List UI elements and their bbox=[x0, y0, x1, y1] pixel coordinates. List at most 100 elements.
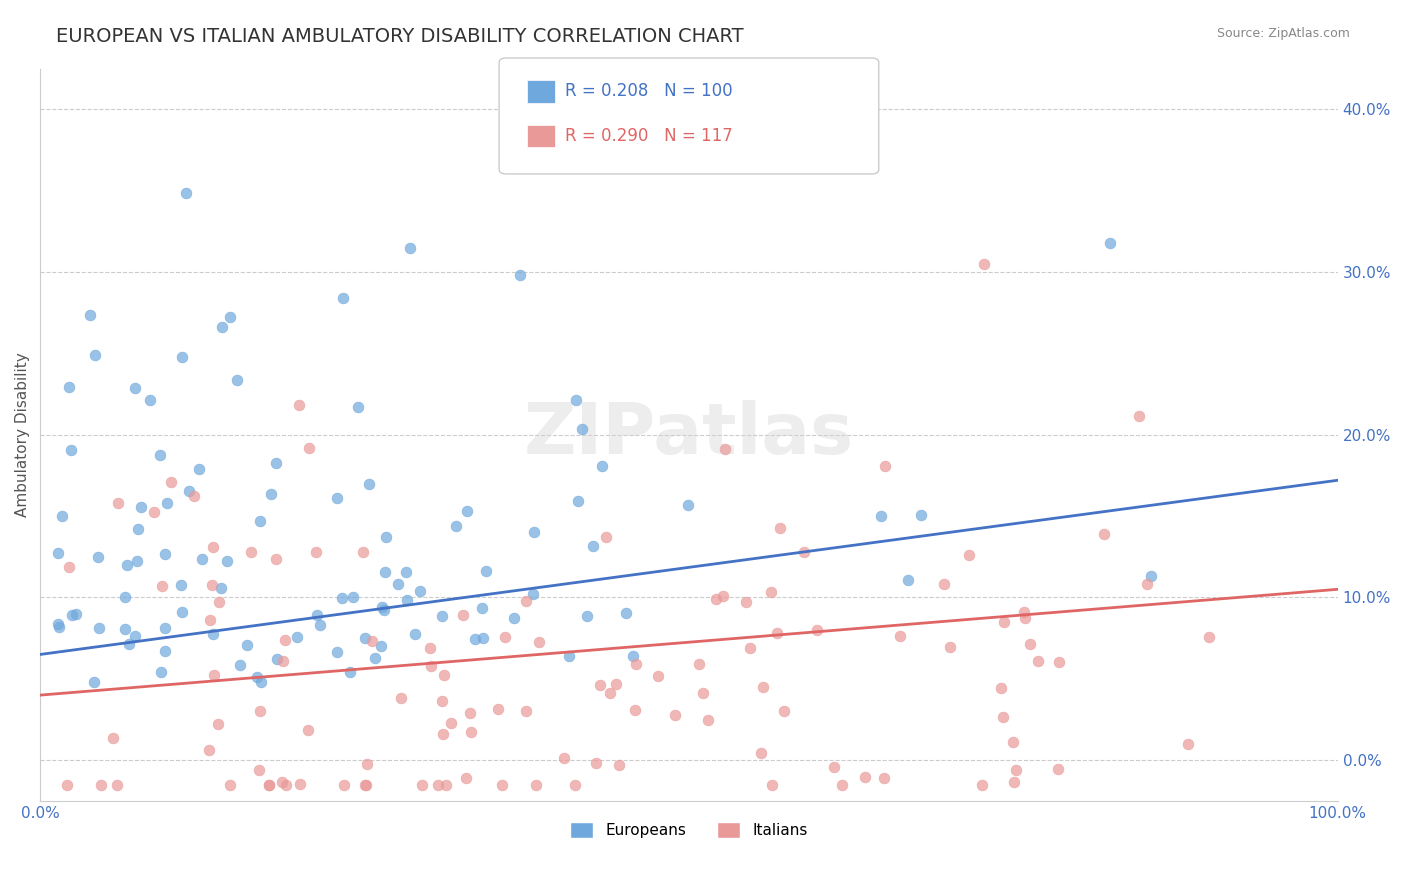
Italians bbox=[249, 704, 271, 718]
Italians bbox=[1001, 735, 1024, 749]
Italians bbox=[419, 640, 441, 655]
Italians bbox=[692, 686, 714, 700]
Europeans bbox=[153, 644, 176, 658]
Europeans bbox=[225, 374, 247, 388]
Europeans bbox=[430, 608, 453, 623]
Italians bbox=[439, 716, 461, 731]
Italians bbox=[426, 778, 449, 792]
Italians bbox=[713, 442, 735, 457]
Italians bbox=[101, 731, 124, 745]
Italians bbox=[1092, 526, 1115, 541]
Europeans bbox=[156, 496, 179, 510]
Italians bbox=[831, 778, 853, 792]
Italians bbox=[159, 475, 181, 490]
Italians bbox=[197, 743, 219, 757]
Europeans bbox=[65, 607, 87, 621]
Europeans bbox=[621, 648, 644, 663]
Europeans bbox=[676, 499, 699, 513]
Italians bbox=[142, 505, 165, 519]
Italians bbox=[793, 544, 815, 558]
Italians bbox=[433, 668, 456, 682]
Europeans bbox=[375, 530, 398, 544]
Italians bbox=[1047, 655, 1070, 669]
Italians bbox=[664, 707, 686, 722]
Europeans bbox=[523, 524, 546, 539]
Europeans bbox=[235, 638, 257, 652]
Italians bbox=[352, 545, 374, 559]
Italians bbox=[274, 778, 297, 792]
Europeans bbox=[179, 483, 201, 498]
Italians bbox=[1005, 764, 1028, 778]
Italians bbox=[853, 770, 876, 784]
Europeans bbox=[60, 608, 83, 623]
Italians bbox=[605, 677, 627, 691]
Europeans bbox=[475, 564, 498, 578]
Italians bbox=[1002, 775, 1025, 789]
Europeans bbox=[456, 504, 478, 518]
Italians bbox=[957, 548, 980, 562]
Europeans bbox=[869, 509, 891, 524]
Italians bbox=[420, 659, 443, 673]
Europeans bbox=[89, 621, 111, 635]
Europeans bbox=[153, 547, 176, 561]
Italians bbox=[460, 724, 482, 739]
Europeans bbox=[58, 380, 80, 394]
Italians bbox=[711, 589, 734, 603]
Text: EUROPEAN VS ITALIAN AMBULATORY DISABILITY CORRELATION CHART: EUROPEAN VS ITALIAN AMBULATORY DISABILIT… bbox=[56, 27, 744, 45]
Italians bbox=[207, 717, 229, 731]
Italians bbox=[333, 778, 356, 792]
Italians bbox=[607, 757, 630, 772]
Text: R = 0.290   N = 117: R = 0.290 N = 117 bbox=[565, 127, 733, 145]
Europeans bbox=[48, 620, 70, 634]
Italians bbox=[353, 778, 375, 792]
Italians bbox=[939, 640, 962, 654]
Europeans bbox=[211, 319, 233, 334]
Europeans bbox=[395, 593, 418, 607]
Italians bbox=[305, 545, 328, 559]
Italians bbox=[458, 706, 481, 720]
Y-axis label: Ambulatory Disability: Ambulatory Disability bbox=[15, 352, 30, 517]
Europeans bbox=[187, 461, 209, 475]
Europeans bbox=[614, 607, 637, 621]
Europeans bbox=[330, 591, 353, 605]
Europeans bbox=[250, 674, 273, 689]
Europeans bbox=[46, 546, 69, 560]
Italians bbox=[599, 685, 621, 699]
Europeans bbox=[558, 649, 581, 664]
Europeans bbox=[209, 582, 232, 596]
Italians bbox=[704, 591, 727, 606]
Europeans bbox=[897, 573, 920, 587]
Europeans bbox=[170, 577, 193, 591]
Italians bbox=[271, 775, 294, 789]
Europeans bbox=[150, 665, 173, 679]
Europeans bbox=[170, 350, 193, 364]
Europeans bbox=[326, 491, 349, 505]
Italians bbox=[1012, 605, 1035, 619]
Italians bbox=[491, 778, 513, 792]
Italians bbox=[494, 630, 516, 644]
Italians bbox=[970, 778, 993, 792]
Europeans bbox=[51, 508, 73, 523]
Europeans bbox=[339, 665, 361, 679]
Text: ZIPatlas: ZIPatlas bbox=[524, 401, 853, 469]
Italians bbox=[58, 559, 80, 574]
Europeans bbox=[409, 584, 432, 599]
Europeans bbox=[1099, 235, 1122, 250]
Europeans bbox=[471, 601, 494, 615]
Europeans bbox=[127, 554, 149, 568]
Italians bbox=[239, 545, 262, 559]
Italians bbox=[752, 680, 775, 694]
Italians bbox=[453, 607, 475, 622]
Italians bbox=[411, 778, 433, 792]
Italians bbox=[734, 595, 756, 609]
Italians bbox=[873, 458, 896, 473]
Italians bbox=[264, 552, 287, 566]
Italians bbox=[488, 702, 510, 716]
Europeans bbox=[910, 508, 932, 523]
Italians bbox=[993, 710, 1015, 724]
Europeans bbox=[309, 617, 332, 632]
Europeans bbox=[246, 670, 269, 684]
Europeans bbox=[86, 550, 108, 565]
Italians bbox=[595, 530, 617, 544]
Italians bbox=[257, 778, 280, 792]
